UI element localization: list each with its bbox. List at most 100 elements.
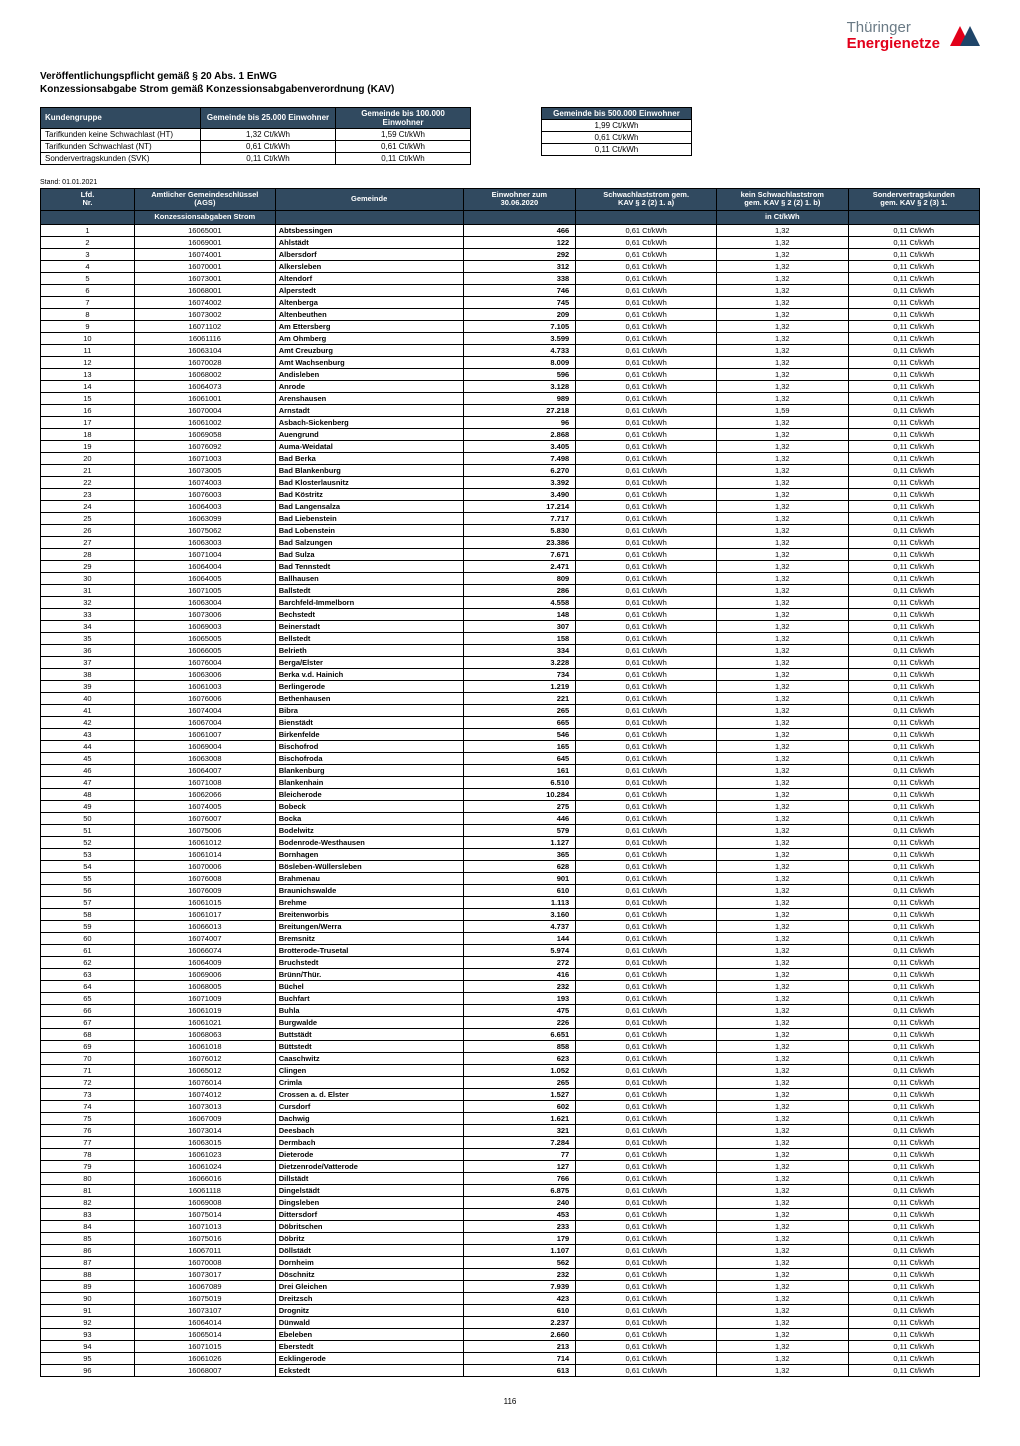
column-header: Sondervertragskundengem. KAV § 2 (3) 1. [848, 188, 980, 210]
table-row: 116065001Abtsbessingen4660,61 Ct/kWh1,32… [41, 224, 980, 236]
th-500k: Gemeinde bis 500.000 Einwohner [542, 107, 692, 119]
table-row: 5216061012Bodenrode-Westhausen1.1270,61 … [41, 836, 980, 848]
table-row: 2816071004Bad Sulza7.6710,61 Ct/kWh1,320… [41, 548, 980, 560]
table-row: 7116065012Clingen1.0520,61 Ct/kWh1,320,1… [41, 1064, 980, 1076]
arrow-icon [946, 22, 980, 50]
table-row: 9516061026Ecklingerode7140,61 Ct/kWh1,32… [41, 1352, 980, 1364]
table-row: 9616068007Eckstedt6130,61 Ct/kWh1,320,11… [41, 1364, 980, 1376]
column-subheader: in Ct/kWh [717, 210, 848, 224]
table-row: 1,99 Ct/kWh [542, 119, 692, 131]
table-row: 3216063004Barchfeld-Immelborn4.5580,61 C… [41, 596, 980, 608]
table-row: 2016071003Bad Berka7.4980,61 Ct/kWh1,320… [41, 452, 980, 464]
column-header: Lfd.Nr. [41, 188, 135, 210]
table-row: Tarifkunden keine Schwachlast (HT)1,32 C… [41, 128, 471, 140]
table-row: 8716070008Dornheim5620,61 Ct/kWh1,320,11… [41, 1256, 980, 1268]
table-row: 6516071009Buchfart1930,61 Ct/kWh1,320,11… [41, 992, 980, 1004]
table-row: 1616070004Arnstadt27.2180,61 Ct/kWh1,590… [41, 404, 980, 416]
table-row: 4116074004Bibra2650,61 Ct/kWh1,320,11 Ct… [41, 704, 980, 716]
table-row: Sondervertragskunden (SVK)0,11 Ct/kWh0,1… [41, 152, 471, 164]
column-subheader: Konzessionsabgaben Strom [134, 210, 275, 224]
table-row: 3016064005Ballhausen8090,61 Ct/kWh1,320,… [41, 572, 980, 584]
table-row: 6716061021Burgwalde2260,61 Ct/kWh1,320,1… [41, 1016, 980, 1028]
table-row: 7416073013Cursdorf6020,61 Ct/kWh1,320,11… [41, 1100, 980, 1112]
table-row: 6916061018Büttstedt8580,61 Ct/kWh1,320,1… [41, 1040, 980, 1052]
table-row: 5116075006Bodelwitz5790,61 Ct/kWh1,320,1… [41, 824, 980, 836]
table-row: 7816061023Dieterode770,61 Ct/kWh1,320,11… [41, 1148, 980, 1160]
table-row: 3116071005Ballstedt2860,61 Ct/kWh1,320,1… [41, 584, 980, 596]
column-header: Amtlicher Gemeindeschlüssel(AGS) [134, 188, 275, 210]
column-header: Gemeinde [275, 188, 463, 210]
table-row: 3916061003Berlingerode1.2190,61 Ct/kWh1,… [41, 680, 980, 692]
table-row: 516073001Altendorf3380,61 Ct/kWh1,320,11… [41, 272, 980, 284]
table-row: 0,61 Ct/kWh [542, 131, 692, 143]
table-row: 8316075014Dittersdorf4530,61 Ct/kWh1,320… [41, 1208, 980, 1220]
table-row: 3416069003Beinerstadt3070,61 Ct/kWh1,320… [41, 620, 980, 632]
table-row: 5716061015Brehme1.1130,61 Ct/kWh1,320,11… [41, 896, 980, 908]
table-row: 7016076012Caaschwitz6230,61 Ct/kWh1,320,… [41, 1052, 980, 1064]
table-row: 1116063104Amt Creuzburg4.7330,61 Ct/kWh1… [41, 344, 980, 356]
th-100k: Gemeinde bis 100.000 Einwohner [336, 107, 471, 128]
table-row: 9116073107Drognitz6100,61 Ct/kWh1,320,11… [41, 1304, 980, 1316]
column-subheader [41, 210, 135, 224]
table-row: 1316068002Andisleben5960,61 Ct/kWh1,320,… [41, 368, 980, 380]
tariff-table-right: Gemeinde bis 500.000 Einwohner 1,99 Ct/k… [541, 107, 692, 156]
table-row: 6816068063Buttstädt6.6510,61 Ct/kWh1,320… [41, 1028, 980, 1040]
table-row: 6616061019Buhla4750,61 Ct/kWh1,320,11 Ct… [41, 1004, 980, 1016]
table-row: 7316074012Crossen a. d. Elster1.5270,61 … [41, 1088, 980, 1100]
table-row: 716074002Altenberga7450,61 Ct/kWh1,320,1… [41, 296, 980, 308]
table-row: 2216074003Bad Klosterlausnitz3.3920,61 C… [41, 476, 980, 488]
table-row: 7916061024Dietzenrode/Vatterode1270,61 C… [41, 1160, 980, 1172]
table-row: 4816062066Bleicherode10.2840,61 Ct/kWh1,… [41, 788, 980, 800]
table-row: 9216064014Dünwald2.2370,61 Ct/kWh1,320,1… [41, 1316, 980, 1328]
table-row: 5616076009Braunichswalde6100,61 Ct/kWh1,… [41, 884, 980, 896]
table-row: 5416070006Bösleben-Wüllersleben6280,61 C… [41, 860, 980, 872]
table-row: 7616073014Deesbach3210,61 Ct/kWh1,320,11… [41, 1124, 980, 1136]
table-row: 1516061001Arenshausen9890,61 Ct/kWh1,320… [41, 392, 980, 404]
table-row: 6416068005Büchel2320,61 Ct/kWh1,320,11 C… [41, 980, 980, 992]
table-row: 2516063099Bad Liebenstein7.7170,61 Ct/kW… [41, 512, 980, 524]
table-row: 4616064007Blankenburg1610,61 Ct/kWh1,320… [41, 764, 980, 776]
table-row: 3716076004Berga/Elster3.2280,61 Ct/kWh1,… [41, 656, 980, 668]
table-row: 5516076008Brahmenau9010,61 Ct/kWh1,320,1… [41, 872, 980, 884]
column-header: Einwohner zum30.06.2020 [463, 188, 576, 210]
table-row: 4316061007Birkenfelde5460,61 Ct/kWh1,320… [41, 728, 980, 740]
table-row: 5316061014Bornhagen3650,61 Ct/kWh1,320,1… [41, 848, 980, 860]
table-row: 3316073006Bechstedt1480,61 Ct/kWh1,320,1… [41, 608, 980, 620]
table-row: 6316069006Brünn/Thür.4160,61 Ct/kWh1,320… [41, 968, 980, 980]
table-row: 0,11 Ct/kWh [542, 143, 692, 155]
brand-line1: Thüringer [847, 20, 940, 36]
table-row: 216069001Ahlstädt1220,61 Ct/kWh1,320,11 … [41, 236, 980, 248]
table-row: 8016066016Dillstädt7660,61 Ct/kWh1,320,1… [41, 1172, 980, 1184]
table-row: 4416069004Bischofrod1650,61 Ct/kWh1,320,… [41, 740, 980, 752]
table-row: 816073002Altenbeuthen2090,61 Ct/kWh1,320… [41, 308, 980, 320]
table-row: 9016075019Dreitzsch4230,61 Ct/kWh1,320,1… [41, 1292, 980, 1304]
main-data-table: Lfd.Nr.Amtlicher Gemeindeschlüssel(AGS)G… [40, 188, 980, 1377]
stand-date: Stand: 01.01.2021 [40, 179, 980, 186]
table-row: 2416064003Bad Langensalza17.2140,61 Ct/k… [41, 500, 980, 512]
table-row: 8416071013Döbritschen2330,61 Ct/kWh1,320… [41, 1220, 980, 1232]
column-subheader [463, 210, 576, 224]
table-row: 5916066013Breitungen/Werra4.7370,61 Ct/k… [41, 920, 980, 932]
table-row: 6016074007Bremsnitz1440,61 Ct/kWh1,320,1… [41, 932, 980, 944]
column-subheader [576, 210, 717, 224]
table-row: 8616067011Döllstädt1.1070,61 Ct/kWh1,320… [41, 1244, 980, 1256]
table-row: 1216070028Amt Wachsenburg8.0090,61 Ct/kW… [41, 356, 980, 368]
table-row: 4016076006Bethenhausen2210,61 Ct/kWh1,32… [41, 692, 980, 704]
column-subheader [848, 210, 980, 224]
table-row: 7516067009Dachwig1.6210,61 Ct/kWh1,320,1… [41, 1112, 980, 1124]
brand-logo: Thüringer Energienetze [40, 0, 980, 62]
column-header: Schwachlaststrom gem.KAV § 2 (2) 1. a) [576, 188, 717, 210]
table-row: 3816063006Berka v.d. Hainich7340,61 Ct/k… [41, 668, 980, 680]
page-heading: Veröffentlichungspflicht gemäß § 20 Abs.… [40, 70, 980, 97]
table-row: 3616066005Belrieth3340,61 Ct/kWh1,320,11… [41, 644, 980, 656]
table-row: 2616075062Bad Lobenstein5.8300,61 Ct/kWh… [41, 524, 980, 536]
table-row: 7216076014Crimla2650,61 Ct/kWh1,320,11 C… [41, 1076, 980, 1088]
table-row: 5016076007Bocka4460,61 Ct/kWh1,320,11 Ct… [41, 812, 980, 824]
table-row: 4916074005Bobeck2750,61 Ct/kWh1,320,11 C… [41, 800, 980, 812]
table-row: 2316076003Bad Köstritz3.4900,61 Ct/kWh1,… [41, 488, 980, 500]
table-row: 6216064009Bruchstedt2720,61 Ct/kWh1,320,… [41, 956, 980, 968]
table-row: 1016061116Am Ohmberg3.5990,61 Ct/kWh1,32… [41, 332, 980, 344]
table-row: 6116066074Brotterode-Trusetal5.9740,61 C… [41, 944, 980, 956]
column-header: kein Schwachlaststromgem. KAV § 2 (2) 1.… [717, 188, 848, 210]
table-row: 4716071008Blankenhain6.5100,61 Ct/kWh1,3… [41, 776, 980, 788]
